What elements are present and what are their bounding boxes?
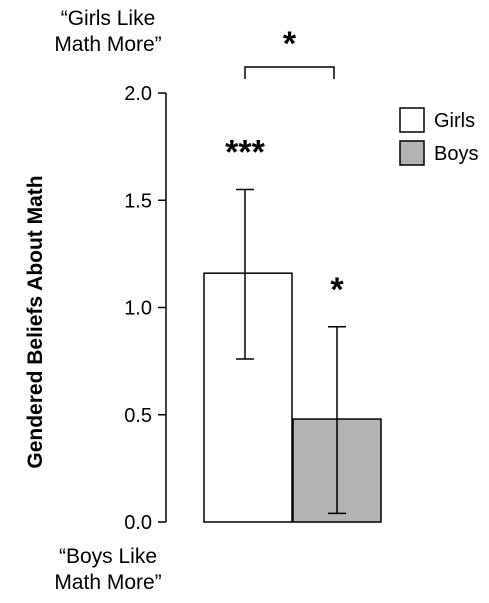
y-tick-label: 1.0 [124,298,152,320]
legend: Girls Boys [399,107,478,166]
y-tick-label: 1.5 [124,190,152,212]
legend-swatch-girls [399,107,425,133]
y-bottom-anchor-label: “Boys Like Math More” [54,545,162,594]
y-axis-ticks: 0.0 0.5 1.0 1.5 2.0 [124,83,166,534]
bar-girls [203,272,293,523]
error-bars [236,188,346,515]
legend-label-girls: Girls [434,110,475,132]
legend-swatch-boys [399,140,425,166]
comparison-significance: * [283,25,297,63]
y-tick-label: 0.0 [124,512,152,534]
bars [203,272,382,523]
significance-girls: *** [225,134,265,172]
significance-markers: ***** [225,25,344,309]
significance-boys: * [330,271,344,309]
legend-label-boys: Boys [434,143,478,165]
y-tick-label: 2.0 [124,83,152,105]
y-axis-title: Gendered Beliefs About Math [24,175,47,468]
y-tick-label: 0.5 [124,405,152,427]
comparison-bracket [244,66,335,79]
y-top-anchor-label: “Girls Like Math More” [54,7,162,56]
